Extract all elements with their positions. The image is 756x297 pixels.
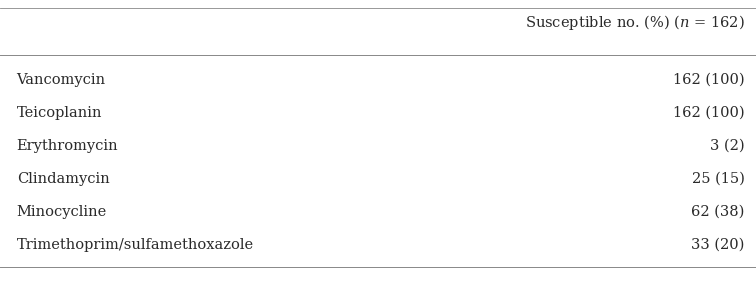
Text: Erythromycin: Erythromycin xyxy=(17,139,118,153)
Text: Vancomycin: Vancomycin xyxy=(17,73,106,87)
Text: Minocycline: Minocycline xyxy=(17,205,107,219)
Text: Teicoplanin: Teicoplanin xyxy=(17,106,102,120)
Text: 3 (2): 3 (2) xyxy=(710,139,745,153)
Text: Clindamycin: Clindamycin xyxy=(17,172,110,186)
Text: Trimethoprim/sulfamethoxazole: Trimethoprim/sulfamethoxazole xyxy=(17,238,254,252)
Text: 162 (100): 162 (100) xyxy=(673,73,745,87)
Text: 25 (15): 25 (15) xyxy=(692,172,745,186)
Text: Susceptible no. (%) ($n$ = 162): Susceptible no. (%) ($n$ = 162) xyxy=(525,12,745,31)
Text: 33 (20): 33 (20) xyxy=(691,238,745,252)
Text: 62 (38): 62 (38) xyxy=(691,205,745,219)
Text: 162 (100): 162 (100) xyxy=(673,106,745,120)
